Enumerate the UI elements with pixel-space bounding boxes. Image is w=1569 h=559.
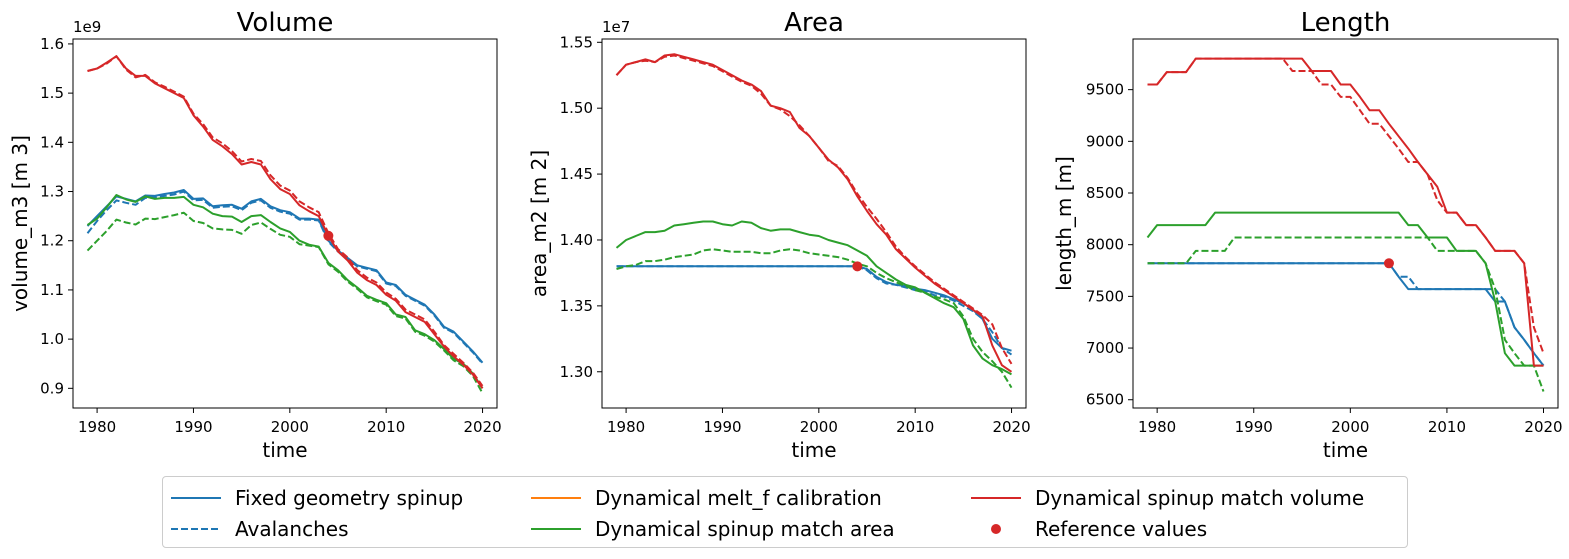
volume-series-area-solid — [86, 194, 484, 389]
volume-offset-text: 1e9 — [73, 18, 101, 36]
area-series-volume-dashed — [615, 54, 1013, 365]
area-series-area-dashed — [616, 248, 1013, 389]
volume-series-fixed-solid — [86, 189, 484, 364]
length-ytick-label: 6500 — [1086, 391, 1124, 409]
length-ytick-label: 9500 — [1086, 81, 1124, 99]
legend-swatch-fixed-geometry — [171, 497, 221, 499]
volume-ytick-label: 1.2 — [40, 232, 64, 250]
area-ytick-label: 1.45 — [560, 165, 593, 183]
area-xtick-label: 2000 — [800, 418, 838, 436]
area-series-fixed-solid — [616, 265, 1012, 352]
legend-item-match-volume: Dynamical spinup match volume — [971, 484, 1364, 512]
legend-swatch-melt-f — [531, 497, 581, 499]
volume-series-volume-dashed — [87, 55, 484, 387]
area-ytick-label: 1.35 — [560, 297, 593, 315]
volume-xtick-label: 2010 — [367, 418, 405, 436]
length-title: Length — [1301, 8, 1391, 38]
volume-xlabel: time — [262, 438, 307, 462]
volume-axes-frame — [72, 38, 498, 409]
volume-series-volume-solid — [87, 55, 484, 389]
area-ytick-label: 1.40 — [560, 231, 593, 249]
volume-ylabel: volume_m3 [m 3] — [8, 135, 32, 312]
length-series-fixed-solid — [1147, 262, 1545, 367]
legend-label-match-area: Dynamical spinup match area — [595, 517, 895, 541]
area-reference-point — [852, 261, 863, 272]
length-ytick-label: 7500 — [1086, 287, 1124, 305]
legend-item-melt-f: Dynamical melt_f calibration — [531, 484, 882, 512]
length-ylabel: length_m [m] — [1052, 156, 1076, 291]
volume-series-area-dashed — [86, 211, 484, 394]
legend-swatch-avalanches — [171, 528, 221, 530]
legend-item-fixed-geometry: Fixed geometry spinup — [171, 484, 463, 512]
length-xtick-label: 1980 — [1138, 418, 1176, 436]
area-xtick-label: 2020 — [992, 418, 1030, 436]
volume-xtick-label: 1990 — [174, 418, 212, 436]
volume-reference-point — [323, 230, 334, 241]
area-ytick-label: 1.55 — [560, 33, 593, 51]
legend-label-melt-f: Dynamical melt_f calibration — [595, 486, 882, 510]
length-ytick-label: 7000 — [1086, 339, 1124, 357]
area-series-volume-solid — [615, 53, 1013, 373]
length-series-area-dashed — [1147, 236, 1545, 392]
legend-label-reference: Reference values — [1035, 517, 1208, 541]
volume-ytick-label: 1.0 — [40, 330, 64, 348]
legend-label-fixed-geometry: Fixed geometry spinup — [235, 486, 464, 510]
area-ytick-label: 1.30 — [560, 363, 593, 381]
area-xtick-label: 1980 — [607, 418, 645, 436]
length-xlabel: time — [1323, 438, 1368, 462]
area-title: Area — [784, 8, 844, 38]
length-series-fixed-dashed — [1147, 262, 1545, 367]
legend: Fixed geometry spinup Avalanches Dynamic… — [162, 476, 1408, 548]
area-axes-frame — [601, 38, 1027, 409]
volume-ytick-label: 1.4 — [40, 133, 64, 151]
area-xlabel: time — [791, 438, 836, 462]
volume-ytick-label: 1.1 — [40, 281, 64, 299]
volume-ytick-label: 0.9 — [40, 379, 64, 397]
legend-item-avalanches: Avalanches — [171, 515, 349, 543]
legend-label-match-volume: Dynamical spinup match volume — [1035, 486, 1365, 510]
volume-title: Volume — [237, 8, 334, 38]
length-series-volume-dashed — [1147, 57, 1545, 354]
volume-ytick-label: 1.5 — [40, 84, 64, 102]
legend-item-match-area: Dynamical spinup match area — [531, 515, 895, 543]
volume-ytick-label: 1.3 — [40, 183, 64, 201]
area-xtick-label: 2010 — [896, 418, 934, 436]
length-xtick-label: 1990 — [1235, 418, 1273, 436]
length-xtick-label: 2020 — [1524, 418, 1562, 436]
legend-swatch-match-area — [531, 528, 581, 530]
figure: Volume 1980 1990 2000 2010 2020 0.9 1.0 1.1 1.2 1.… — [8, 8, 1563, 462]
volume-xtick-label: 2020 — [463, 418, 501, 436]
area-ylabel: area_m2 [m 2] — [527, 150, 551, 297]
length-xtick-label: 2000 — [1331, 418, 1369, 436]
area-offset-text: 1e7 — [602, 18, 630, 36]
area-series-area-solid — [615, 220, 1012, 376]
legend-item-reference: Reference values — [971, 515, 1207, 543]
volume-xtick-label: 2000 — [271, 418, 309, 436]
volume-series-fixed-dashed — [86, 190, 484, 365]
length-reference-point — [1383, 258, 1394, 269]
legend-label-avalanches: Avalanches — [235, 517, 349, 541]
area-series-fixed-dashed — [616, 265, 1013, 356]
length-ytick-label: 8000 — [1086, 236, 1124, 254]
length-ytick-label: 8500 — [1086, 184, 1124, 202]
length-ytick-label: 9000 — [1086, 132, 1124, 150]
area-ytick-label: 1.50 — [560, 99, 593, 117]
length-xtick-label: 2010 — [1428, 418, 1466, 436]
volume-xtick-label: 1980 — [78, 418, 116, 436]
length-axes-frame — [1132, 38, 1559, 409]
legend-swatch-match-volume — [971, 497, 1021, 499]
legend-swatch-reference — [991, 524, 1001, 534]
volume-ytick-label: 1.6 — [40, 35, 64, 53]
area-xtick-label: 1990 — [703, 418, 741, 436]
